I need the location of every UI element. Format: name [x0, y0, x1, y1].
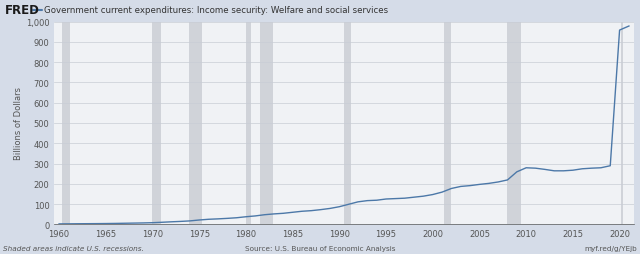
Bar — [62, 22, 70, 225]
Text: myf.red/g/YEjb: myf.red/g/YEjb — [584, 245, 637, 251]
Text: Shaded areas indicate U.S. recessions.: Shaded areas indicate U.S. recessions. — [3, 245, 144, 251]
Bar — [444, 22, 451, 225]
Bar — [621, 22, 623, 225]
Bar — [260, 22, 273, 225]
Bar — [189, 22, 202, 225]
Y-axis label: Billions of Dollars: Billions of Dollars — [14, 87, 23, 160]
Bar — [246, 22, 251, 225]
Bar — [507, 22, 522, 225]
Text: FRED: FRED — [5, 5, 40, 18]
Bar — [152, 22, 161, 225]
Bar — [344, 22, 351, 225]
Text: Source: U.S. Bureau of Economic Analysis: Source: U.S. Bureau of Economic Analysis — [244, 245, 396, 251]
Text: Government current expenditures: Income security: Welfare and social services: Government current expenditures: Income … — [44, 6, 388, 15]
